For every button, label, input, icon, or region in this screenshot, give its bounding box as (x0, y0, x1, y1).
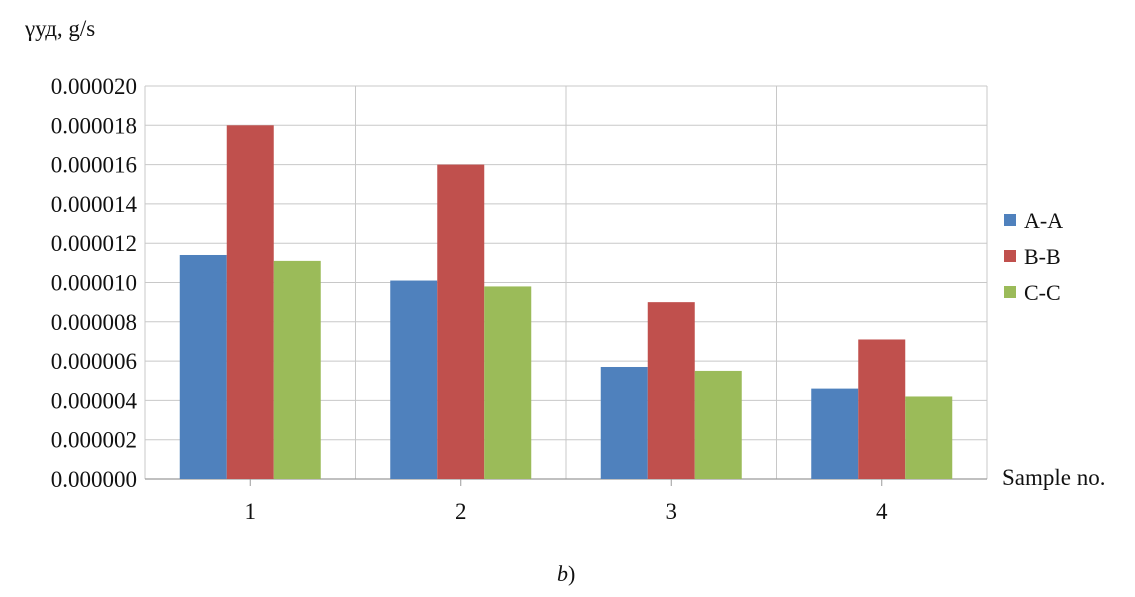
y-tick-labels: 0.000000 0.000002 0.000004 0.000006 0.000008… (51, 74, 138, 492)
bar-c-c-sample-4 (905, 396, 953, 479)
x-tick-label: 2 (455, 499, 467, 524)
caption: b) (557, 561, 575, 586)
y-tick-label: 0.000006 (51, 349, 137, 374)
bar-c-c-sample-3 (694, 370, 742, 479)
x-tick-label: 3 (666, 499, 678, 524)
bar-b-b-sample-3 (647, 302, 695, 479)
y-axis-label: γуд, g/s (24, 16, 95, 41)
y-tick-label: 0.000002 (51, 428, 137, 453)
y-tick-label: 0.000000 (51, 467, 137, 492)
y-tick-label: 0.000016 (51, 153, 137, 178)
y-tick-label: 0.000018 (51, 113, 137, 138)
x-axis-label: Sample no. (1002, 465, 1106, 490)
bar-a-a-sample-3 (600, 366, 648, 479)
caption-suffix: ) (568, 561, 575, 586)
bar-b-b-sample-1 (226, 125, 274, 480)
y-tick-label: 0.000010 (51, 271, 137, 296)
bar-b-b-sample-2 (437, 164, 485, 479)
y-tick-label: 0.000012 (51, 231, 137, 256)
legend: A-A B-B C-C (1004, 208, 1063, 305)
x-tick-labels: 1 2 3 4 (245, 499, 889, 524)
y-tick-label: 0.000020 (51, 74, 137, 99)
legend-swatch-b-b (1004, 250, 1016, 262)
legend-label-a-a: A-A (1024, 208, 1063, 233)
bar-a-a-sample-2 (390, 280, 438, 479)
bar-c-c-sample-2 (484, 286, 532, 479)
bars (179, 125, 953, 480)
legend-swatch-c-c (1004, 286, 1016, 298)
y-tick-label: 0.000008 (51, 310, 137, 335)
caption-letter: b (557, 561, 568, 586)
y-tick-label: 0.000004 (51, 388, 138, 413)
bar-b-b-sample-4 (858, 339, 906, 479)
legend-swatch-a-a (1004, 214, 1016, 226)
bar-a-a-sample-4 (811, 388, 859, 479)
legend-label-b-b: B-B (1024, 244, 1061, 269)
x-tick-label: 4 (876, 499, 888, 524)
y-tick-label: 0.000014 (51, 192, 138, 217)
legend-label-c-c: C-C (1024, 280, 1061, 305)
bar-c-c-sample-1 (273, 260, 321, 479)
bar-a-a-sample-1 (179, 254, 227, 479)
x-tick-label: 1 (245, 499, 257, 524)
